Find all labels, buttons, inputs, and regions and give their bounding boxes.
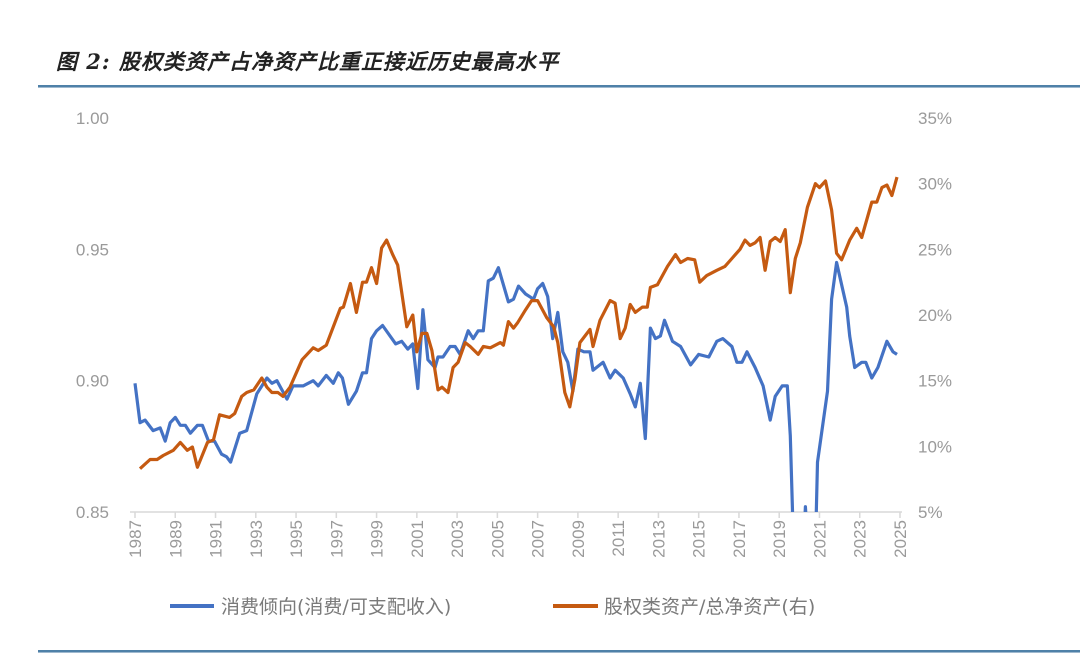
x-tick-label: 1997 (327, 520, 346, 558)
bottom-divider (38, 650, 1080, 653)
series-line-consumption-propensity (133, 260, 898, 512)
x-tick-label: 2009 (569, 520, 588, 558)
x-tick-label: 1989 (166, 520, 185, 558)
right-y-tick-label: 15% (918, 372, 952, 391)
x-tick-label: 1991 (207, 520, 226, 558)
x-tick-label: 1999 (368, 520, 387, 558)
x-tick-label: 2025 (891, 520, 910, 558)
right-y-tick-label: 25% (918, 240, 952, 259)
right-y-tick-label: 30% (918, 175, 952, 194)
x-tick-label: 2013 (649, 520, 668, 558)
left-y-tick-label: 1.00 (76, 109, 109, 128)
left-y-tick-label: 0.90 (76, 372, 109, 391)
legend: 消费倾向(消费/可支配收入) 股权类资产/总净资产(右) (170, 596, 815, 618)
right-y-tick-label: 35% (918, 109, 952, 128)
series-line-equity-asset-share (138, 176, 899, 470)
x-tick-label: 2021 (810, 520, 829, 558)
figure-title: 图 2: 股权类资产占净资产比重正接近历史最高水平 (56, 49, 559, 74)
x-tick-label: 2015 (690, 520, 709, 558)
legend-label-consumption: 消费倾向(消费/可支配收入) (221, 596, 451, 618)
x-tick-label: 2017 (730, 520, 749, 558)
x-tick-label: 2001 (408, 520, 427, 558)
right-y-tick-label: 5% (918, 503, 943, 522)
x-tick-label: 2003 (448, 520, 467, 558)
title-divider (38, 85, 1080, 88)
right-y-tick-label: 10% (918, 437, 952, 456)
right-y-tick-label: 20% (918, 306, 952, 325)
x-tick-label: 1987 (126, 520, 145, 558)
x-tick-label: 2019 (770, 520, 789, 558)
left-y-tick-label: 0.85 (76, 503, 109, 522)
x-tick-label: 1995 (287, 520, 306, 558)
x-tick-label: 2007 (529, 520, 548, 558)
x-tick-label: 1993 (247, 520, 266, 558)
left-y-tick-label: 0.95 (76, 240, 109, 259)
x-tick-label: 2011 (609, 520, 628, 557)
legend-label-equity-share: 股权类资产/总净资产(右) (604, 596, 815, 618)
x-tick-label: 2023 (851, 520, 870, 558)
x-tick-label: 2005 (488, 520, 507, 558)
